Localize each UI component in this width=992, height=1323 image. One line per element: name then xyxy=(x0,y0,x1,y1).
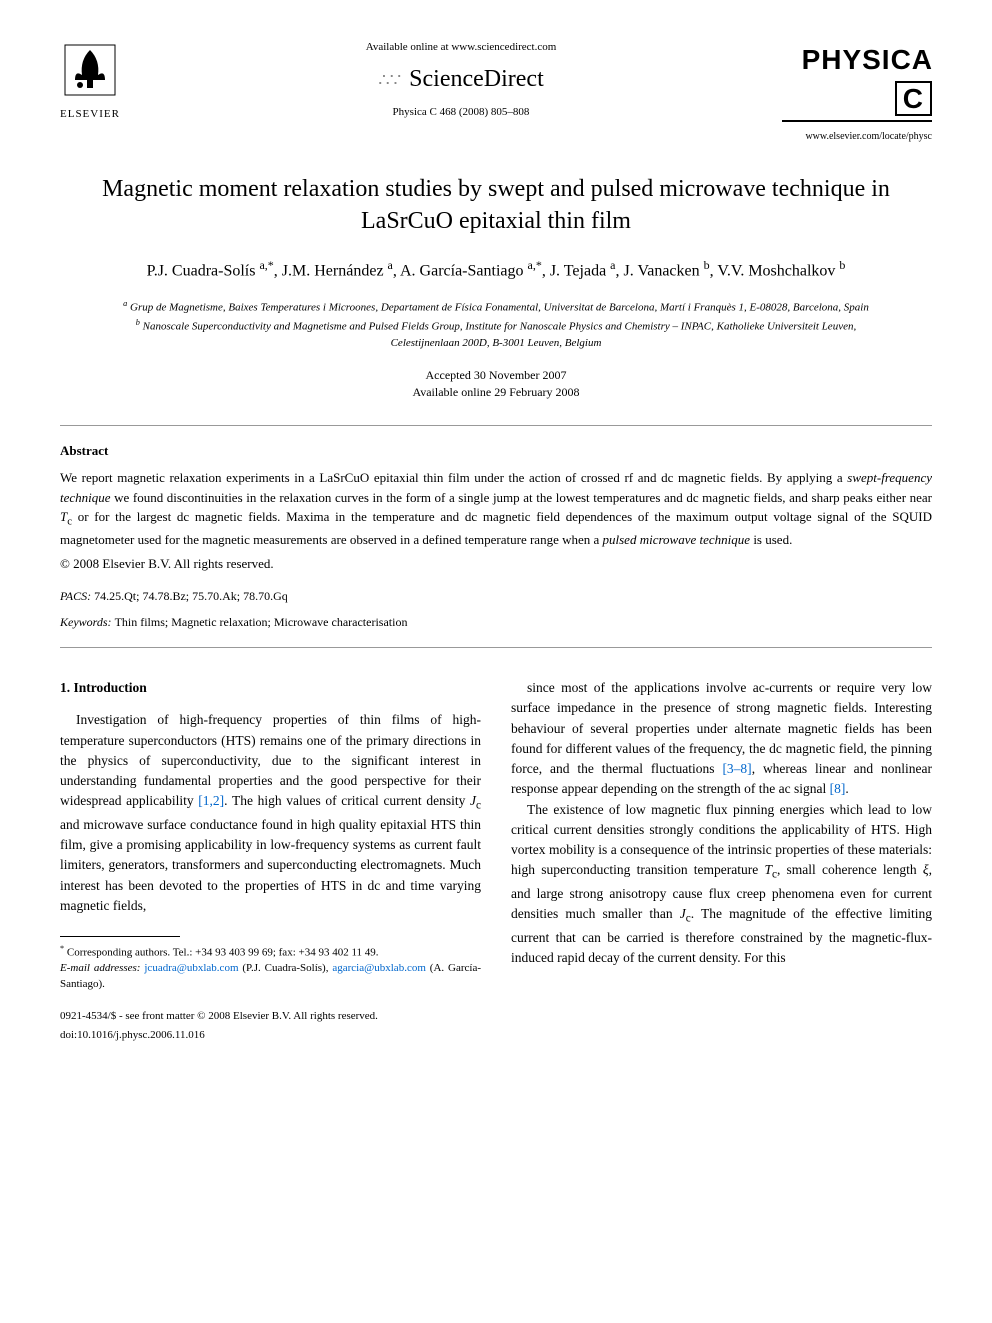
date-accepted: Accepted 30 November 2007 xyxy=(60,367,932,384)
pacs-label: PACS: xyxy=(60,589,91,603)
date-online: Available online 29 February 2008 xyxy=(60,384,932,401)
divider xyxy=(60,647,932,648)
elsevier-label: ELSEVIER xyxy=(60,107,140,122)
physica-section-badge: C xyxy=(895,81,932,116)
sciencedirect-logo: ∴∵ ScienceDirect xyxy=(140,63,782,97)
publication-dates: Accepted 30 November 2007 Available onli… xyxy=(60,367,932,401)
doi-line: doi:10.1016/j.physc.2006.11.016 xyxy=(60,1027,481,1044)
body-paragraph: The existence of low magnetic flux pinni… xyxy=(511,800,932,969)
elsevier-logo: ELSEVIER xyxy=(60,40,140,122)
journal-reference: Physica C 468 (2008) 805–808 xyxy=(140,105,782,120)
affiliation-b: b Nanoscale Superconductivity and Magnet… xyxy=(100,317,892,352)
pacs: PACS: 74.25.Qt; 74.78.Bz; 75.70.Ak; 78.7… xyxy=(60,588,932,605)
article-title: Magnetic moment relaxation studies by sw… xyxy=(100,174,892,236)
keywords-label: Keywords: xyxy=(60,615,112,629)
elsevier-tree-icon xyxy=(60,40,120,100)
column-left: 1. Introduction Investigation of high-fr… xyxy=(60,678,481,1043)
abstract-heading: Abstract xyxy=(60,442,932,460)
affiliations: a Grup de Magnetisme, Baixes Temperature… xyxy=(100,298,892,351)
available-online-text: Available online at www.sciencedirect.co… xyxy=(140,40,782,55)
section-heading-introduction: 1. Introduction xyxy=(60,678,481,698)
abstract-text: We report magnetic relaxation experiment… xyxy=(60,468,932,549)
header-row: ELSEVIER Available online at www.science… xyxy=(60,40,932,144)
email-link[interactable]: jcuadra@ubxlab.com xyxy=(144,962,238,974)
affiliation-a: a Grup de Magnetisme, Baixes Temperature… xyxy=(100,298,892,316)
pacs-values: 74.25.Qt; 74.78.Bz; 75.70.Ak; 78.70.Gq xyxy=(94,589,288,603)
physica-logo-block: PHYSICA C www.elsevier.com/locate/physc xyxy=(782,40,932,144)
body-columns: 1. Introduction Investigation of high-fr… xyxy=(60,678,932,1043)
center-header: Available online at www.sciencedirect.co… xyxy=(140,40,782,120)
corresponding-author-footnote: * Corresponding authors. Tel.: +34 93 40… xyxy=(60,943,481,992)
column-right: since most of the applications involve a… xyxy=(511,678,932,1043)
keywords: Keywords: Thin films; Magnetic relaxatio… xyxy=(60,614,932,631)
physica-journal-label: PHYSICA C xyxy=(782,40,932,122)
keywords-values: Thin films; Magnetic relaxation; Microwa… xyxy=(115,615,408,629)
footnote-divider xyxy=(60,936,180,937)
body-paragraph: since most of the applications involve a… xyxy=(511,678,932,800)
divider xyxy=(60,425,932,426)
copyright-line: © 2008 Elsevier B.V. All rights reserved… xyxy=(60,555,932,573)
body-paragraph: Investigation of high-frequency properti… xyxy=(60,710,481,916)
sciencedirect-dots-icon: ∴∵ xyxy=(378,68,401,93)
sciencedirect-label: ScienceDirect xyxy=(409,66,544,92)
authors-list: P.J. Cuadra-Solís a,*, J.M. Hernández a,… xyxy=(60,257,932,283)
issn-line: 0921-4534/$ - see front matter © 2008 El… xyxy=(60,1008,481,1025)
email-link[interactable]: agarcia@ubxlab.com xyxy=(332,962,426,974)
physica-url: www.elsevier.com/locate/physc xyxy=(782,130,932,144)
